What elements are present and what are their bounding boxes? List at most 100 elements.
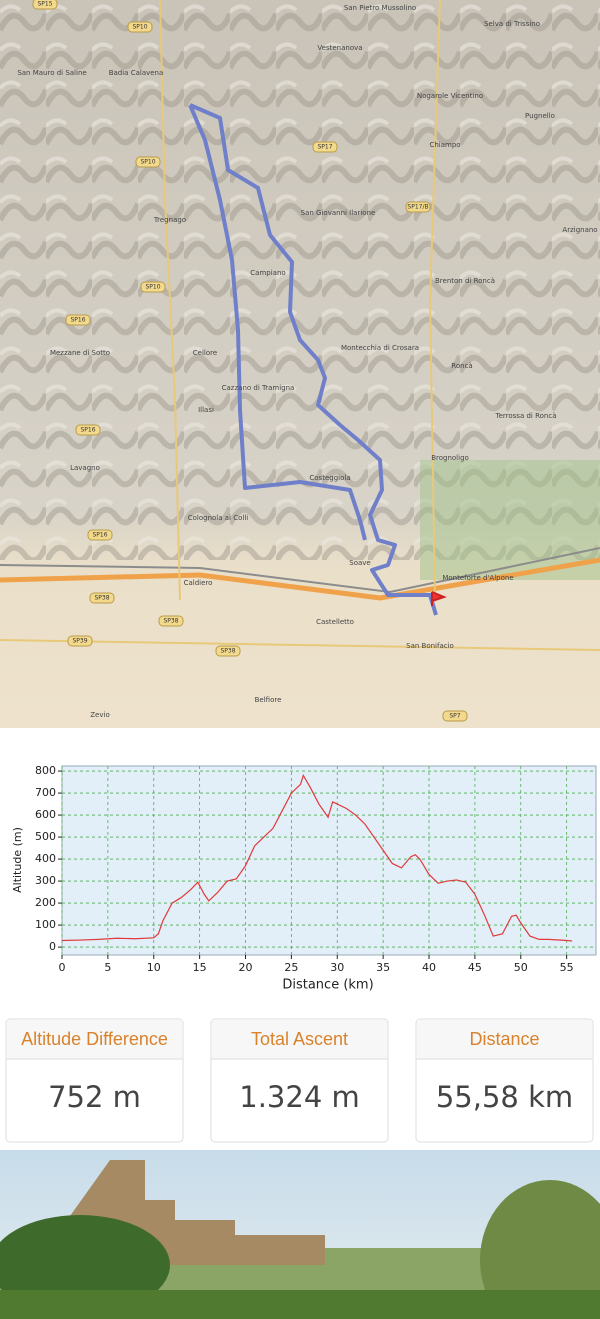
- road-shield: [442, 710, 468, 722]
- stat-card-header: [417, 1020, 592, 1059]
- map-label: San Pietro Mussolino: [344, 4, 416, 12]
- y-axis-label: Altitude (m): [11, 827, 24, 893]
- x-tick-label: 5: [104, 961, 111, 974]
- road-label: SP15: [37, 1, 52, 8]
- road-shield: [67, 635, 93, 647]
- map-label: Badia Calavena: [109, 69, 164, 77]
- map-label: Tregnago: [153, 216, 186, 224]
- map: [0, 0, 600, 728]
- map-label: Illasi: [198, 406, 214, 414]
- stat-value: 752 m: [48, 1080, 141, 1114]
- x-tick-label: 40: [422, 961, 436, 974]
- stat-title: Total Ascent: [251, 1029, 348, 1049]
- road-label: SP10: [132, 24, 147, 31]
- y-tick-label: 200: [35, 896, 56, 909]
- map-label: Zevio: [90, 711, 109, 719]
- map-highway: [0, 557, 600, 601]
- map-label: Terrossa di Roncà: [495, 412, 557, 420]
- road-shield: [405, 201, 431, 213]
- stat-title: Altitude Difference: [21, 1029, 168, 1049]
- y-tick-label: 500: [35, 830, 56, 843]
- road-shield: [65, 314, 91, 326]
- x-tick-label: 10: [147, 961, 161, 974]
- road-shield: [135, 156, 161, 168]
- road-label: SP17: [317, 144, 332, 151]
- y-tick-label: 100: [35, 918, 56, 931]
- map-woods: [420, 460, 600, 580]
- x-tick-label: 50: [514, 961, 528, 974]
- map-label: Caldiero: [184, 579, 213, 587]
- map-label: Campiano: [250, 269, 285, 277]
- map-label: San Giovanni Ilarione: [301, 209, 376, 217]
- road-label: SP38: [94, 595, 109, 602]
- road-label: SP17/B: [407, 204, 428, 211]
- road-shield: [215, 645, 241, 657]
- photo: [0, 1150, 600, 1319]
- y-tick-label: 300: [35, 874, 56, 887]
- stat-card-header: [7, 1020, 182, 1059]
- road-shield: [312, 141, 338, 153]
- stat-value: 55,58 km: [436, 1080, 573, 1114]
- map-label: Lavagno: [70, 464, 100, 472]
- map-label: Cellore: [193, 349, 217, 357]
- map-label: Chiampo: [429, 141, 460, 149]
- map-label: Costeggiola: [309, 474, 350, 482]
- x-tick-label: 35: [376, 961, 390, 974]
- x-axis-label: Distance (km): [282, 978, 373, 993]
- stat-card-header: [212, 1020, 387, 1059]
- map-label: Nogarole Vicentino: [417, 92, 483, 100]
- road-shield: [127, 21, 153, 33]
- map-label: San Mauro di Saline: [17, 69, 86, 77]
- road-label: SP16: [70, 317, 85, 324]
- road-label: SP10: [140, 159, 155, 166]
- road-shield: [32, 0, 58, 10]
- x-tick-label: 20: [239, 961, 253, 974]
- x-tick-label: 30: [330, 961, 344, 974]
- photo-olive: [480, 1180, 600, 1319]
- x-tick-label: 55: [560, 961, 574, 974]
- map-label: Pugnello: [525, 112, 555, 120]
- map-label: Brenton di Roncà: [435, 277, 495, 285]
- road-label: SP16: [80, 427, 95, 434]
- map-roads: [0, 0, 600, 651]
- finish-flag: [431, 591, 447, 606]
- map-label: Montecchia di Crosara: [341, 344, 419, 352]
- map-label: Colognola ai Colli: [188, 514, 249, 522]
- x-tick-label: 15: [193, 961, 207, 974]
- stat-value: 1.324 m: [239, 1080, 360, 1114]
- map-label: Cazzano di Tramigna: [222, 384, 295, 392]
- route: [188, 103, 438, 616]
- y-tick-label: 0: [49, 940, 56, 953]
- map-label: Vestenanova: [317, 44, 362, 52]
- map-label: Arzignano: [562, 226, 597, 234]
- road-label: SP7: [449, 713, 460, 720]
- x-tick-label: 45: [468, 961, 482, 974]
- stat-title: Distance: [469, 1029, 539, 1049]
- road-label: SP16: [92, 532, 107, 539]
- road-shield: [89, 592, 115, 604]
- y-tick-label: 600: [35, 808, 56, 821]
- y-tick-label: 800: [35, 764, 56, 777]
- road-shield: [158, 615, 184, 627]
- y-tick-label: 700: [35, 786, 56, 799]
- map-railway: [0, 547, 600, 594]
- altitude-line: [61, 773, 573, 942]
- road-shield: [87, 529, 113, 541]
- road-label: SP38: [220, 648, 235, 655]
- road-shield: [75, 424, 101, 436]
- plot-area: [61, 765, 597, 956]
- map-label: Soave: [349, 559, 370, 567]
- map-label: Selva di Trissino: [484, 20, 540, 28]
- road-label: SP38: [163, 618, 178, 625]
- map-label: Mezzane di Sotto: [50, 349, 110, 357]
- map-label: Castelletto: [316, 618, 354, 626]
- road-label: SP39: [72, 638, 87, 645]
- photo-vineyard: [0, 1290, 600, 1319]
- photo-trees: [0, 1215, 170, 1315]
- map-label: Roncà: [451, 362, 472, 370]
- map-label: San Bonifacio: [406, 642, 454, 650]
- map-label: Brognoligo: [431, 454, 469, 462]
- road-shield: [140, 281, 166, 293]
